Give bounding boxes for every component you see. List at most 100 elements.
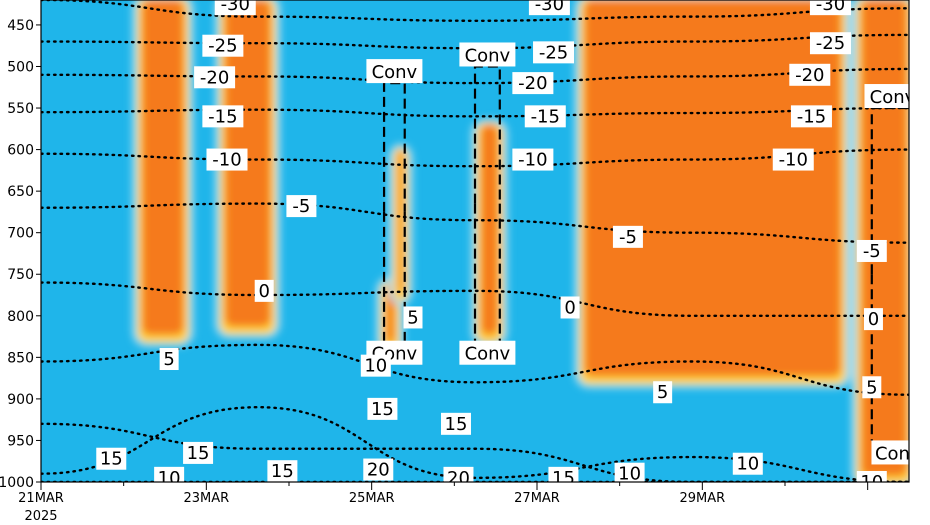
- contour-label: 15: [445, 414, 468, 435]
- conv-label-bg: [871, 440, 909, 465]
- y-tick-label: 750: [7, 267, 34, 283]
- contour-label-bg: [363, 458, 394, 481]
- x-tick-label: 25MAR: [349, 491, 395, 506]
- x-tick-label: 23MAR: [183, 491, 229, 506]
- cloud-core-Mar26-29: [584, 0, 841, 377]
- conv-label-bg: [366, 59, 423, 84]
- contour-label-bg: [367, 397, 398, 420]
- conv-label: Conv: [465, 45, 511, 66]
- y-tick-label: 800: [7, 309, 34, 325]
- contour-label-bg: [267, 460, 298, 482]
- conv-boundary-lower: [870, 274, 873, 441]
- contour-label: -30: [221, 0, 250, 15]
- contour-label: -20: [200, 67, 229, 88]
- cloud-core-Mar24-upper: [398, 149, 403, 294]
- contour-label-bg: [533, 41, 575, 64]
- contour-label: -30: [535, 0, 564, 15]
- contour-label-bg: [96, 447, 127, 470]
- contour-label: -25: [208, 36, 237, 57]
- contour-label-bg: [548, 466, 579, 482]
- cloud-core-Mar22: [142, 0, 184, 335]
- contour-label-bg: [612, 225, 643, 248]
- contour-label-bg: [790, 105, 832, 128]
- contour-label-bg: [809, 0, 851, 16]
- contour-label: -10: [779, 150, 808, 171]
- contour-label-bg: [732, 452, 763, 475]
- conv-label: Conv: [465, 344, 511, 365]
- y-tick-label: 550: [7, 101, 34, 117]
- contour-label-bg: [772, 148, 814, 171]
- contour-label-bg: [512, 72, 554, 95]
- conv-label: Con: [875, 443, 910, 464]
- conv-label-bg: [459, 42, 516, 67]
- contour-label-bg: [524, 105, 566, 128]
- y-tick-label: 600: [7, 143, 34, 159]
- contour-label-bg: [360, 354, 391, 377]
- contour--25: [41, 33, 909, 50]
- x-tick-label: 21MAR: [18, 491, 64, 506]
- axes: 450500550600650700750800850900950100021M…: [0, 0, 910, 524]
- contour-label: 15: [271, 461, 294, 482]
- conv-boundary-upper: [473, 65, 501, 204]
- contour-5: [41, 343, 909, 396]
- y-tick-label: 900: [7, 392, 34, 408]
- conv-label-bg: [459, 340, 516, 365]
- contour-label: -5: [619, 227, 637, 248]
- contour-label: -25: [539, 42, 568, 63]
- contour-label-bg: [206, 148, 248, 171]
- contour-label: 10: [158, 468, 181, 489]
- contour-label: -15: [797, 106, 826, 127]
- contour-15: [41, 422, 909, 482]
- y-tick-label: 500: [7, 59, 34, 75]
- contour--20: [41, 67, 909, 85]
- y-tick-label: 700: [7, 226, 34, 242]
- contour-label: 10: [618, 464, 641, 485]
- contour-label-bg: [202, 105, 244, 128]
- contour-label-bg: [862, 376, 882, 399]
- cloud-core-Mar30: [861, 0, 907, 476]
- contour-label: 20: [447, 468, 470, 489]
- contour-label: 10: [860, 472, 883, 493]
- plot-frame: [40, 0, 910, 483]
- contour-label-bg: [403, 306, 423, 329]
- contour-label-bg: [614, 462, 645, 482]
- contour-label: 5: [866, 377, 877, 398]
- x-tick-label: 27MAR: [514, 491, 560, 506]
- contour-label-bg: [214, 0, 256, 16]
- cloud-core-Mar25: [481, 124, 498, 335]
- contour-label-bg: [194, 66, 236, 89]
- contour-label-bg: [528, 0, 570, 16]
- contour--15: [41, 106, 909, 118]
- y-tick-label: 450: [7, 18, 34, 34]
- contour-label-bg: [440, 412, 471, 435]
- contour-label: 5: [657, 382, 668, 403]
- contour-label-bg: [512, 148, 554, 171]
- contour-label: 5: [163, 349, 174, 370]
- y-tick-label: 850: [7, 350, 34, 366]
- contour-10: [41, 406, 909, 482]
- cloud-fill-layer: [132, 0, 909, 482]
- x-year-label: 2025: [24, 509, 57, 524]
- conv-boundary-lower: [473, 203, 501, 341]
- contour-label: -20: [518, 73, 547, 94]
- contour-label-bg: [789, 63, 831, 86]
- contour-label: 10: [364, 356, 387, 377]
- contour-label: -10: [212, 150, 241, 171]
- contour-label-bg: [856, 239, 887, 262]
- contour-label: -5: [863, 241, 881, 262]
- contour-label-bg: [286, 195, 317, 218]
- contour-label: 0: [868, 309, 879, 330]
- contour-label: -20: [795, 65, 824, 86]
- contour-label: 0: [564, 297, 575, 318]
- contour-label-bg: [809, 32, 851, 55]
- contour-label-bg: [856, 471, 887, 482]
- conv-label: Conv: [372, 62, 418, 83]
- contour-label: -10: [518, 150, 547, 171]
- contour-label-bg: [443, 466, 474, 482]
- y-tick-label: 950: [7, 433, 34, 449]
- contour-label: 15: [100, 449, 123, 470]
- contour-label: -5: [292, 196, 310, 217]
- contour-label: -15: [208, 106, 237, 127]
- contour-label-bg: [254, 279, 274, 302]
